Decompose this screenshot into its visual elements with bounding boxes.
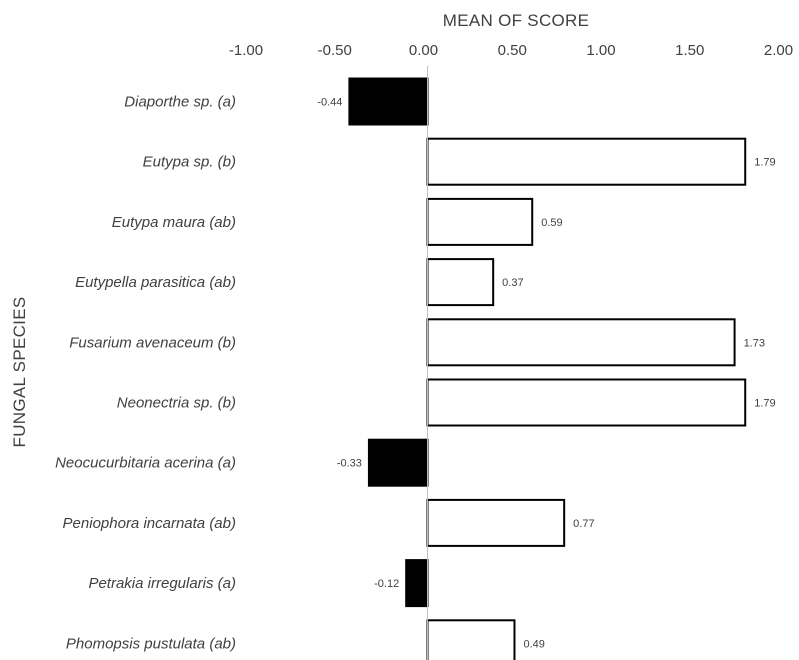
category-labels: Diaporthe sp. (a) Eutypa sp. (b) Eutypa ma… (55, 94, 236, 653)
data-label: 0.77 (573, 518, 594, 530)
category-label: Eutypella parasitica (ab) (75, 274, 236, 291)
x-tick-label: 2.00 (764, 42, 793, 59)
category-label: Phomopsis pustulata (ab) (66, 635, 236, 652)
x-tick-label: 0.50 (498, 42, 527, 59)
category-label: Neonectria sp. (b) (117, 395, 236, 412)
data-label: -0.44 (317, 97, 342, 109)
y-axis-title: FUNGAL SPECIES (10, 297, 29, 448)
data-label: -0.12 (374, 578, 399, 590)
category-label: Diaporthe sp. (a) (124, 94, 236, 111)
bars-group (348, 77, 747, 660)
category-label: Neocucurbitaria acerina (a) (55, 455, 236, 472)
bar (426, 137, 747, 186)
data-label: 0.49 (523, 638, 544, 650)
x-tick-label: 1.00 (586, 42, 615, 59)
bar (367, 438, 429, 487)
bar (405, 559, 429, 608)
x-axis-title: MEAN OF SCORE (443, 11, 590, 30)
x-tick-label: 1.50 (675, 42, 704, 59)
data-labels: -0.44 1.79 0.59 0.37 1.73 1.79 -0.33 0.77 -0.12 0… (317, 97, 775, 651)
data-label: -0.33 (337, 458, 362, 470)
category-label: Eutypa sp. (b) (143, 154, 236, 171)
data-label: 0.37 (502, 277, 523, 289)
category-label: Eutypa maura (ab) (112, 214, 236, 231)
x-tick-label: 0.00 (409, 42, 438, 59)
x-axis-ticks: -1.00 -0.50 0.00 0.50 1.00 1.50 2.00 (229, 42, 793, 59)
category-label: Peniophora incarnata (ab) (63, 515, 236, 532)
bar (426, 378, 747, 427)
data-label: 0.59 (541, 217, 562, 229)
data-label: 1.79 (754, 157, 775, 169)
x-tick-label: -1.00 (229, 42, 263, 59)
x-tick-label: -0.50 (318, 42, 352, 59)
bar (426, 258, 495, 307)
bar (426, 197, 534, 246)
data-label: 1.79 (754, 398, 775, 410)
category-label: Petrakia irregularis (a) (88, 575, 236, 592)
bar (348, 77, 429, 126)
bar (426, 498, 566, 547)
bar (426, 318, 736, 367)
data-label: 1.73 (744, 337, 765, 349)
category-label: Fusarium avenaceum (b) (69, 334, 236, 351)
bar (426, 619, 516, 660)
